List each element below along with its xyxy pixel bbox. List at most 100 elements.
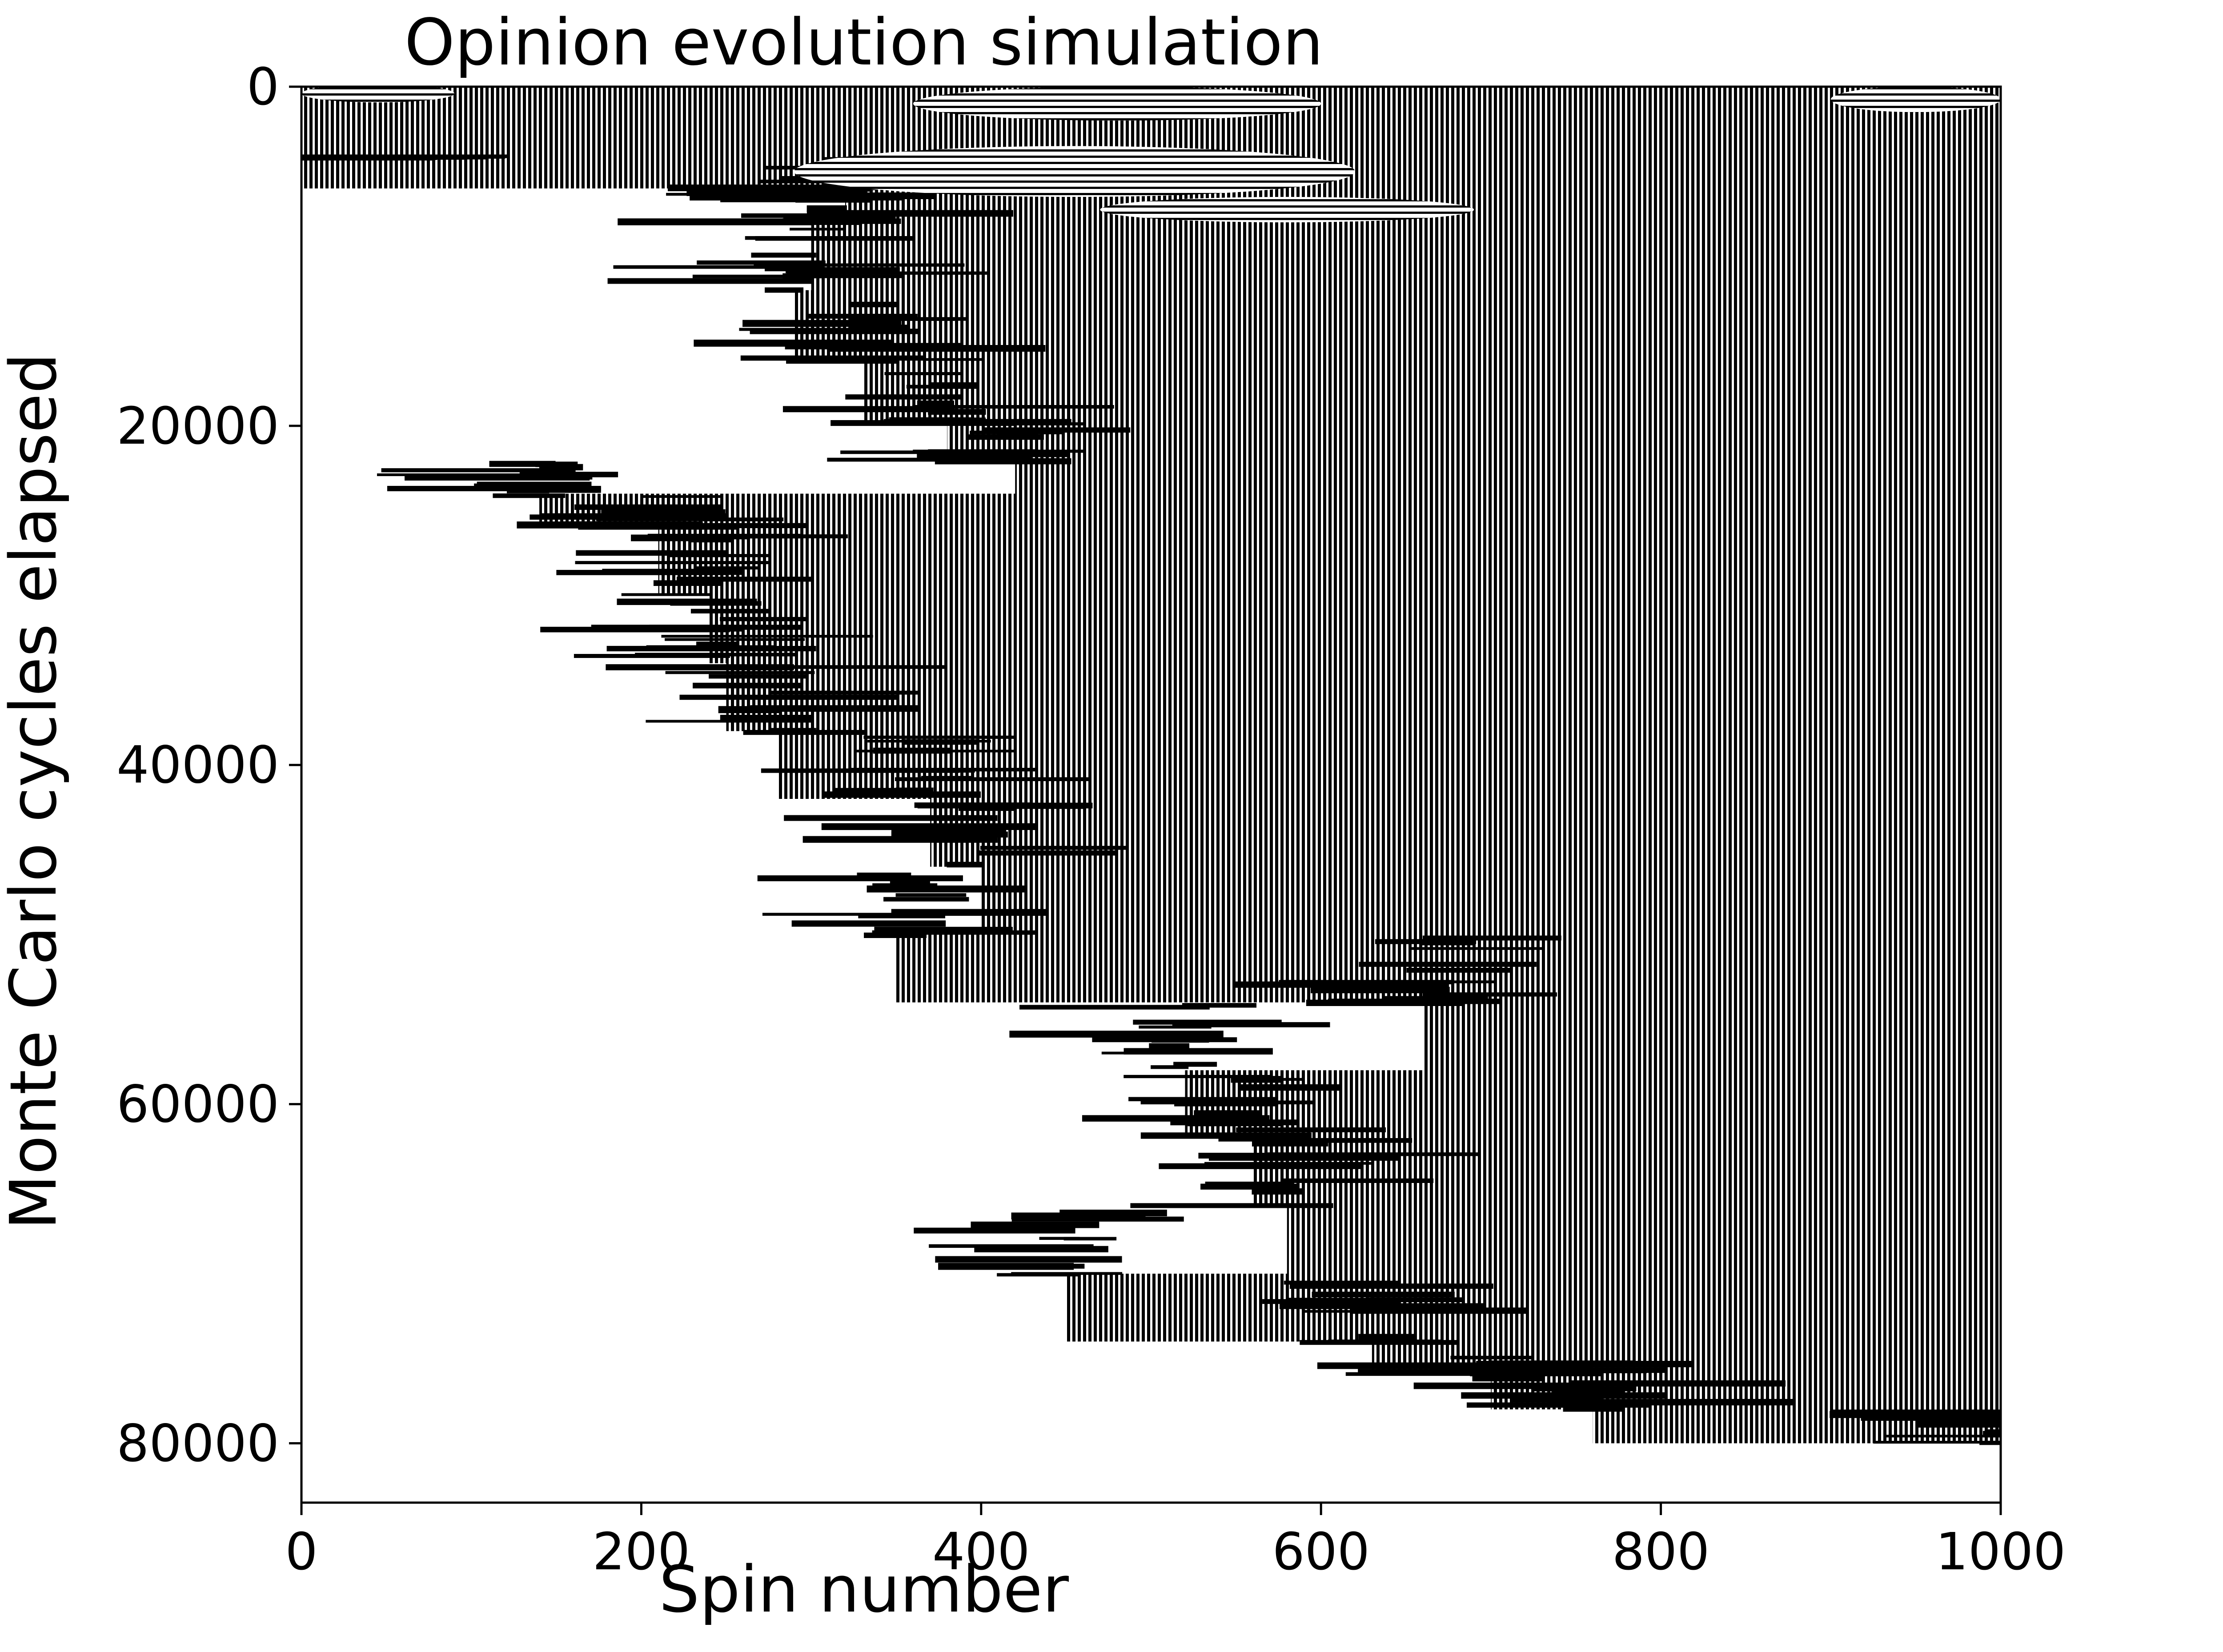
fringe-trace [762, 913, 905, 916]
fringe-trace [740, 355, 924, 361]
fringe-trace [697, 260, 826, 265]
fringe-trace [1015, 1263, 1085, 1269]
fringe-trace [1409, 947, 1543, 950]
fringe-trace [540, 626, 730, 633]
fringe-trace [1173, 1062, 1217, 1067]
fringe-trace [1009, 1030, 1224, 1038]
fringe-trace [1406, 968, 1513, 973]
dense-cluster [1100, 196, 1474, 223]
y-tick-label: 0 [247, 57, 279, 117]
fringe-trace [890, 880, 930, 886]
fringe-trace [1422, 992, 1557, 997]
fringe-trace [874, 926, 1013, 931]
fringe-trace [1861, 1416, 2001, 1421]
plot-frame [300, 85, 2002, 1504]
y-tick-label: 60000 [116, 1075, 279, 1135]
fringe-trace [1312, 1291, 1455, 1298]
fringe-trace [782, 273, 822, 279]
fringe-trace [1252, 1188, 1304, 1195]
fringe-trace [1352, 1307, 1395, 1312]
fringe-trace [694, 339, 893, 347]
fringe-trace [1369, 1297, 1462, 1303]
fringe-trace [1128, 1097, 1277, 1102]
fringe-trace [1205, 1181, 1292, 1185]
fringe-trace [1011, 1272, 1123, 1275]
fringe-trace [1588, 1399, 1795, 1406]
fringe-trace [1422, 935, 1561, 941]
fringe-trace [822, 791, 981, 798]
fringe-trace [923, 358, 983, 361]
fringe-trace [755, 236, 915, 241]
fringe-trace [665, 671, 815, 674]
x-axis: 0 200 400 600 800 1000 [285, 1503, 2066, 1582]
fringe-trace [1289, 1283, 1493, 1289]
fringe-trace [761, 768, 959, 773]
fringe-trace [756, 665, 947, 669]
fringe-trace [1966, 1410, 2001, 1415]
x-tick-label: 600 [1272, 1522, 1370, 1582]
fringe-trace [834, 788, 931, 793]
fringe-trace [606, 646, 816, 652]
x-tick-label: 1000 [1936, 1522, 2066, 1582]
fringe-trace [621, 593, 710, 596]
fringe-trace [1886, 1435, 2001, 1438]
fringe-trace [1916, 1421, 2001, 1428]
fringe-trace [661, 635, 873, 638]
fringe-trace [750, 705, 919, 712]
fringe-trace [1280, 1303, 1484, 1309]
fringe-trace [784, 815, 998, 821]
fringe-trace [807, 205, 847, 213]
fringe-trace [477, 481, 592, 486]
fringe-trace [667, 184, 868, 192]
fringe-trace [1444, 1364, 1592, 1369]
fringe-trace [720, 714, 812, 721]
fringe-trace [1170, 1119, 1300, 1126]
x-tick-label: 200 [593, 1522, 690, 1582]
fringe-trace [935, 1256, 1122, 1263]
fringe-trace [1200, 1183, 1298, 1190]
fringe-trace [1470, 1371, 1603, 1376]
fringe-trace [872, 930, 1035, 935]
x-tick-label: 0 [285, 1522, 317, 1582]
fringe-trace [1059, 1209, 1167, 1216]
fringe-trace [757, 875, 963, 882]
fringe-trace [696, 566, 760, 570]
fringe-trace [574, 504, 721, 510]
fringe-trace [301, 154, 509, 158]
fringe-trace [613, 265, 811, 269]
fringe-trace [769, 690, 921, 695]
fringe-trace [1489, 1360, 1635, 1364]
spin-up-domain [301, 87, 2001, 1443]
fringe-trace [535, 476, 593, 480]
fringe-trace [906, 385, 976, 389]
fringe-trace [1238, 1084, 1342, 1091]
fringe-trace [653, 580, 722, 586]
fringe-trace [709, 674, 807, 679]
fringe-trace [605, 517, 784, 521]
fringe-trace [891, 909, 1048, 916]
x-axis-label: Spin number [659, 1552, 1069, 1627]
fringe-trace [807, 313, 918, 319]
fringe-trace [790, 228, 844, 231]
fringe-trace [606, 664, 794, 670]
fringe-trace [1310, 986, 1450, 994]
fringe-trace [795, 197, 871, 203]
fringe-trace [959, 808, 1015, 811]
y-tick-label: 20000 [116, 397, 279, 456]
fringe-trace [873, 747, 953, 754]
fringe-trace [895, 893, 967, 897]
fringe-trace [1124, 1048, 1273, 1055]
fringe-trace [980, 846, 1129, 850]
fringe-trace [1232, 981, 1448, 988]
fringe-trace [670, 601, 762, 606]
fringe-trace [607, 278, 813, 284]
fringe-trace [605, 511, 711, 515]
fringe-trace [575, 561, 771, 565]
fringe-trace [928, 409, 986, 415]
fringe-trace [947, 862, 983, 868]
chart-title: Opinion evolution simulation [405, 5, 1324, 80]
domain-fringe [301, 154, 2001, 1445]
fringe-trace [1039, 1237, 1080, 1240]
fringe-trace [970, 430, 1064, 434]
fringe-trace [1011, 1216, 1184, 1222]
